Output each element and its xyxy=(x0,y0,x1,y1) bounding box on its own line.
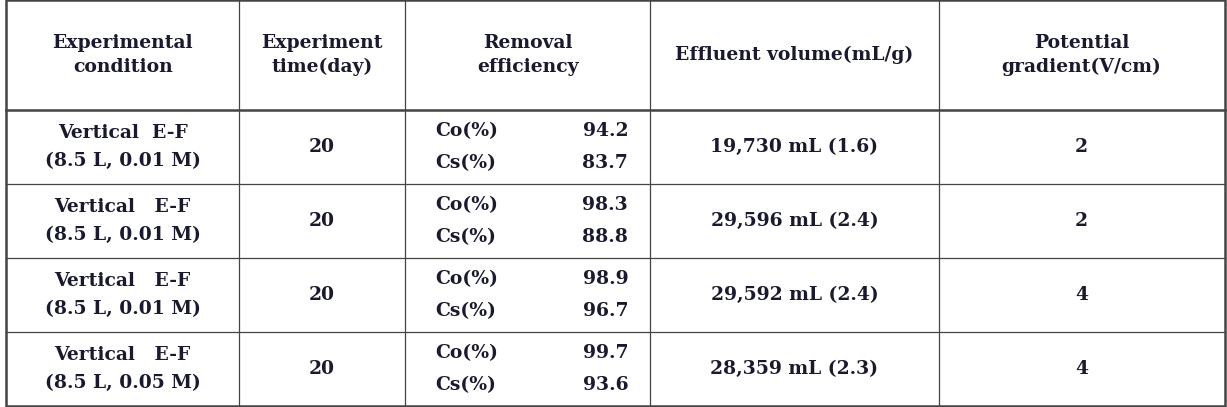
Text: Vertical  E-F: Vertical E-F xyxy=(58,124,188,142)
Text: 93.6: 93.6 xyxy=(583,376,628,394)
Text: Removal
efficiency: Removal efficiency xyxy=(477,34,578,76)
Text: 4: 4 xyxy=(1075,286,1088,304)
Text: 96.7: 96.7 xyxy=(583,302,628,320)
Text: Co(%): Co(%) xyxy=(436,344,498,362)
Text: 98.3: 98.3 xyxy=(583,196,628,214)
Text: 94.2: 94.2 xyxy=(583,122,628,140)
Text: Effluent volume(mL/g): Effluent volume(mL/g) xyxy=(675,46,914,64)
Text: 19,730 mL (1.6): 19,730 mL (1.6) xyxy=(710,138,879,156)
Text: Vertical   E-F: Vertical E-F xyxy=(54,272,191,290)
Text: Cs(%): Cs(%) xyxy=(436,376,497,394)
Text: Cs(%): Cs(%) xyxy=(436,302,497,320)
Text: Experiment
time(day): Experiment time(day) xyxy=(261,34,383,76)
Text: Co(%): Co(%) xyxy=(436,122,498,140)
Text: 99.7: 99.7 xyxy=(583,344,628,362)
Text: 29,592 mL (2.4): 29,592 mL (2.4) xyxy=(710,286,879,304)
Text: 20: 20 xyxy=(309,212,335,230)
Text: (8.5 L, 0.01 M): (8.5 L, 0.01 M) xyxy=(44,300,201,318)
Text: 2: 2 xyxy=(1075,212,1088,230)
Text: Co(%): Co(%) xyxy=(436,196,498,214)
Text: Experimental
condition: Experimental condition xyxy=(53,34,193,76)
Text: Vertical   E-F: Vertical E-F xyxy=(54,198,191,216)
Text: 83.7: 83.7 xyxy=(583,154,628,172)
Text: (8.5 L, 0.01 M): (8.5 L, 0.01 M) xyxy=(44,226,201,244)
Text: 98.9: 98.9 xyxy=(583,270,628,288)
Text: 20: 20 xyxy=(309,286,335,304)
Text: 88.8: 88.8 xyxy=(583,228,628,246)
Text: (8.5 L, 0.01 M): (8.5 L, 0.01 M) xyxy=(44,152,201,170)
Text: (8.5 L, 0.05 M): (8.5 L, 0.05 M) xyxy=(45,374,200,392)
Text: Co(%): Co(%) xyxy=(436,270,498,288)
Text: Potential
gradient(V/cm): Potential gradient(V/cm) xyxy=(1001,34,1162,76)
Text: Cs(%): Cs(%) xyxy=(436,154,497,172)
Text: 4: 4 xyxy=(1075,360,1088,378)
Text: 2: 2 xyxy=(1075,138,1088,156)
Text: 20: 20 xyxy=(309,138,335,156)
Text: 20: 20 xyxy=(309,360,335,378)
Text: 28,359 mL (2.3): 28,359 mL (2.3) xyxy=(710,360,879,378)
Text: Cs(%): Cs(%) xyxy=(436,228,497,246)
Text: 29,596 mL (2.4): 29,596 mL (2.4) xyxy=(710,212,879,230)
Text: Vertical   E-F: Vertical E-F xyxy=(54,346,191,364)
